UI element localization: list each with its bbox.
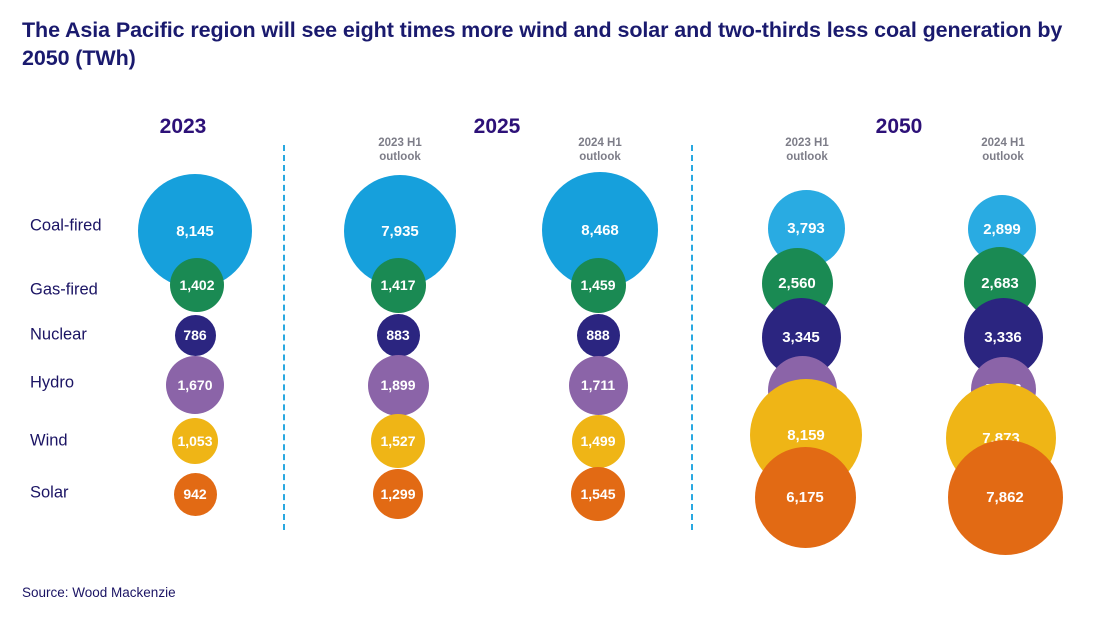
bubble-value: 1,402 (179, 277, 215, 293)
bubble-value: 3,336 (984, 328, 1022, 346)
bubble-value: 7,935 (381, 222, 419, 240)
bubble-value: 8,145 (176, 222, 214, 240)
column-sublabel-2: 2024 H1 outlook (578, 136, 621, 165)
bubble-value: 1,711 (580, 377, 616, 393)
group-header-2050: 2050 (875, 115, 923, 138)
column-sublabel-1: 2023 H1 outlook (378, 136, 421, 165)
bubble-value: 942 (183, 486, 207, 502)
bubble-1527[interactable]: 1,527 (371, 414, 425, 468)
bubble-1417[interactable]: 1,417 (370, 257, 426, 313)
group-header-2025: 2025 (473, 115, 521, 138)
bubble-1459[interactable]: 1,459 (570, 257, 626, 313)
sublabel-line1: 2024 H1 (981, 137, 1025, 149)
row-label-coal-fired: Coal-fired (30, 216, 102, 235)
bubble-1299[interactable]: 1,299 (373, 469, 423, 519)
bubble-883[interactable]: 883 (376, 313, 420, 357)
sublabel-line2: outlook (579, 151, 621, 164)
bubble-1545[interactable]: 1,545 (571, 467, 625, 521)
bubble-value: 1,670 (177, 377, 213, 393)
row-label-gas-fired: Gas-fired (30, 280, 98, 299)
bubble-value: 1,053 (177, 433, 213, 449)
bubble-value: 2,899 (983, 220, 1021, 238)
source-note: Source: Wood Mackenzie (22, 585, 176, 600)
column-sublabel-4: 2024 H1 outlook (981, 136, 1024, 165)
bubble-value: 6,175 (786, 488, 824, 506)
sublabel-line1: 2024 H1 (578, 137, 622, 149)
bubble-1711[interactable]: 1,711 (568, 355, 628, 415)
sublabel-line1: 2023 H1 (378, 137, 422, 149)
page-title: The Asia Pacific region will see eight t… (22, 18, 1063, 71)
bubble-1899[interactable]: 1,899 (367, 354, 429, 416)
bubble-1053[interactable]: 1,053 (172, 418, 218, 464)
sublabel-line1: 2023 H1 (785, 137, 829, 149)
sublabel-line2: outlook (786, 151, 828, 164)
bubble-1499[interactable]: 1,499 (571, 414, 625, 468)
bubble-value: 3,345 (782, 328, 820, 346)
bubble-6175[interactable]: 6,175 (754, 446, 856, 548)
bubble-value: 2,560 (778, 274, 816, 292)
row-label-wind: Wind (30, 431, 68, 450)
bubble-value: 1,545 (580, 486, 616, 502)
bubble-1670[interactable]: 1,670 (166, 356, 224, 414)
bubble-value: 1,417 (380, 277, 416, 293)
bubble-value: 1,459 (580, 277, 616, 293)
row-label-hydro: Hydro (30, 373, 75, 392)
bubble-value: 883 (386, 327, 410, 343)
bubble-value: 888 (586, 327, 610, 343)
column-sublabel-3: 2023 H1 outlook (785, 136, 828, 165)
column-divider-0 (283, 145, 285, 530)
bubble-942[interactable]: 942 (173, 472, 217, 516)
bubble-value: 2,683 (981, 274, 1019, 292)
bubble-value: 7,862 (986, 488, 1024, 506)
bubble-888[interactable]: 888 (576, 313, 620, 357)
bubble-value: 8,159 (787, 426, 825, 444)
bubble-786[interactable]: 786 (174, 314, 216, 356)
bubble-value: 1,299 (380, 486, 416, 502)
bubble-value: 786 (183, 327, 207, 343)
bubble-value: 1,499 (580, 433, 616, 449)
group-header-2023: 2023 (159, 115, 207, 138)
row-label-solar: Solar (30, 483, 69, 502)
row-label-nuclear: Nuclear (30, 325, 87, 344)
bubble-value: 3,793 (787, 219, 825, 237)
bubble-7862[interactable]: 7,862 (947, 439, 1063, 555)
bubble-value: 1,899 (380, 377, 416, 393)
bubble-1402[interactable]: 1,402 (170, 258, 224, 312)
sublabel-line2: outlook (379, 151, 421, 164)
column-divider-1 (691, 145, 693, 530)
sublabel-line2: outlook (982, 151, 1024, 164)
bubble-value: 1,527 (380, 433, 416, 449)
bubble-value: 8,468 (581, 221, 619, 239)
